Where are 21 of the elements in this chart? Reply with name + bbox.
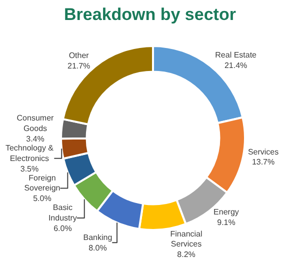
data-label: 8.0% <box>88 243 107 252</box>
data-label: 5.0% <box>33 194 52 204</box>
slice-label: Basic Industry <box>48 203 77 223</box>
data-label: 9.1% <box>217 218 236 228</box>
slice-label: Technology & Electronics <box>5 144 54 163</box>
data-label: 21.4% <box>224 60 248 70</box>
chart-title: Breakdown by sector <box>64 5 236 24</box>
data-label: 3.4% <box>26 134 44 144</box>
slice-label: Banking <box>83 232 112 242</box>
slice-label: Financial Services <box>170 229 202 249</box>
slice-label: Other <box>68 51 90 60</box>
data-label: 6.0% <box>54 224 72 233</box>
data-label: 21.7% <box>67 61 90 70</box>
slice-label: Foreign Sovereign <box>24 173 60 193</box>
data-label: 8.2% <box>177 250 196 260</box>
data-label: 13.7% <box>252 158 275 167</box>
slice-label: Real Estate <box>215 50 258 60</box>
slice-label: Services <box>248 147 279 156</box>
slice-label: Energy <box>214 208 239 217</box>
slice-label: Consumer Goods <box>16 114 54 134</box>
data-label: 3.5% <box>20 164 39 174</box>
